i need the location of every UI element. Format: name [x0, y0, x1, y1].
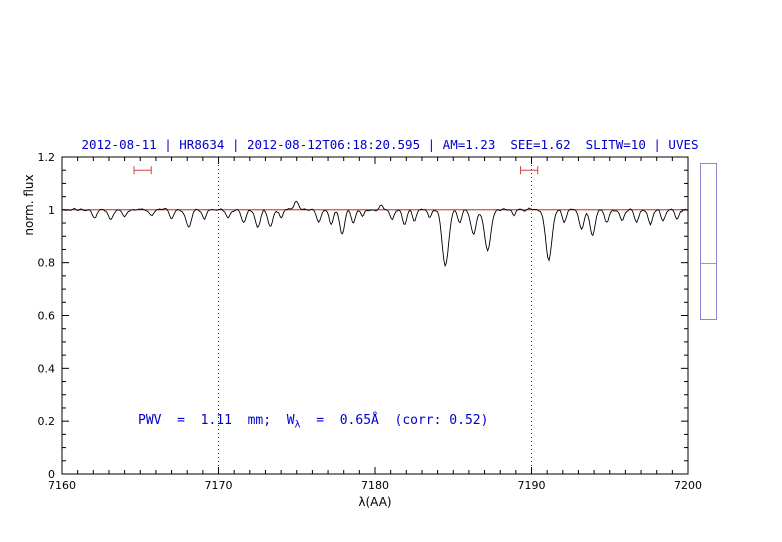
y-tick-label: 0.6	[38, 310, 56, 323]
x-tick-label: 7200	[674, 479, 702, 492]
x-tick-label: 7190	[518, 479, 546, 492]
annotation-text-left: PWV = 1.11 mm; W	[138, 413, 295, 428]
spectrum-line	[61, 200, 689, 268]
y-tick-label: 1	[48, 204, 55, 217]
y-tick-label: 0	[48, 468, 55, 481]
y-tick-label: 1.2	[38, 151, 56, 164]
side-panel-marker-line	[701, 263, 716, 264]
x-tick-label: 7180	[361, 479, 389, 492]
side-panel	[700, 163, 717, 320]
plot-frame	[61, 156, 689, 475]
y-axis-label: norm. flux	[22, 174, 36, 236]
plot-title: 2012-08-11 | HR8634 | 2012-08-12T06:18:2…	[81, 137, 699, 152]
x-tick-label: 7160	[48, 479, 76, 492]
y-tick-label: 0.4	[38, 362, 56, 375]
x-axis-label: λ(AA)	[358, 495, 392, 509]
y-tick-label: 0.8	[38, 257, 56, 270]
y-tick-label: 0.2	[38, 415, 56, 428]
annotation-lambda-subscript: λ	[294, 419, 301, 431]
x-tick-label: 7170	[205, 479, 233, 492]
annotation-text-right: = 0.65Å (corr: 0.52)	[300, 413, 489, 428]
pwv-annotation: PWV = 1.11 mm; Wλ = 0.65Å (corr: 0.52)	[138, 413, 488, 431]
